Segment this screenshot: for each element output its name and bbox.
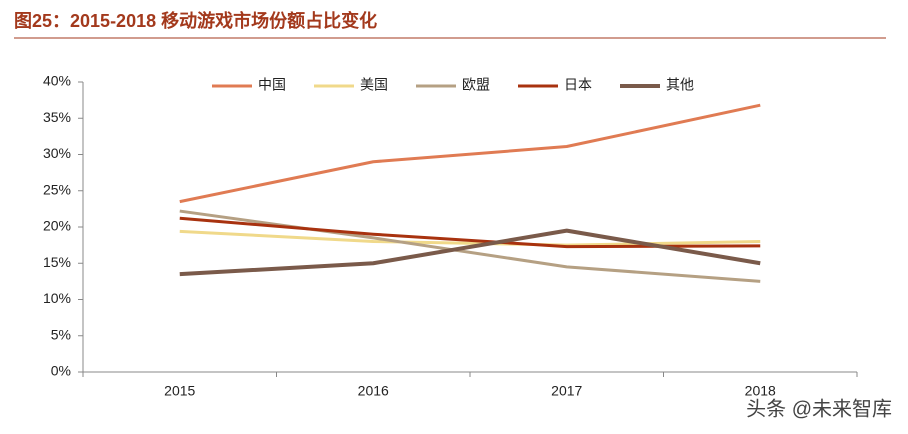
x-tick-label: 2018: [745, 383, 776, 399]
y-tick-label: 35%: [43, 109, 71, 125]
series-line: [179, 103, 761, 204]
watermark: 头条 @未来智库: [746, 397, 892, 420]
legend-label: 日本: [564, 77, 592, 93]
x-tick-label: 2015: [164, 383, 195, 399]
y-tick-label: 15%: [43, 254, 71, 270]
legend-label: 美国: [360, 77, 388, 93]
x-tick-label: 2017: [551, 383, 582, 399]
chart-title: 图25：2015-2018 移动游戏市场份额占比变化: [14, 10, 377, 31]
y-tick-label: 25%: [43, 181, 71, 197]
series-line: [179, 229, 761, 247]
y-tick-label: 5%: [51, 326, 71, 342]
legend-label: 欧盟: [462, 77, 490, 93]
legend-label: 中国: [258, 77, 286, 93]
series-line: [179, 228, 761, 277]
legend-label: 其他: [666, 77, 694, 93]
y-tick-label: 20%: [43, 218, 71, 234]
series-line: [179, 209, 761, 283]
x-tick-label: 2016: [358, 383, 389, 399]
y-tick-label: 30%: [43, 145, 71, 161]
y-tick-label: 0%: [51, 363, 71, 379]
y-tick-label: 10%: [43, 290, 71, 306]
y-tick-label: 40%: [43, 73, 71, 89]
